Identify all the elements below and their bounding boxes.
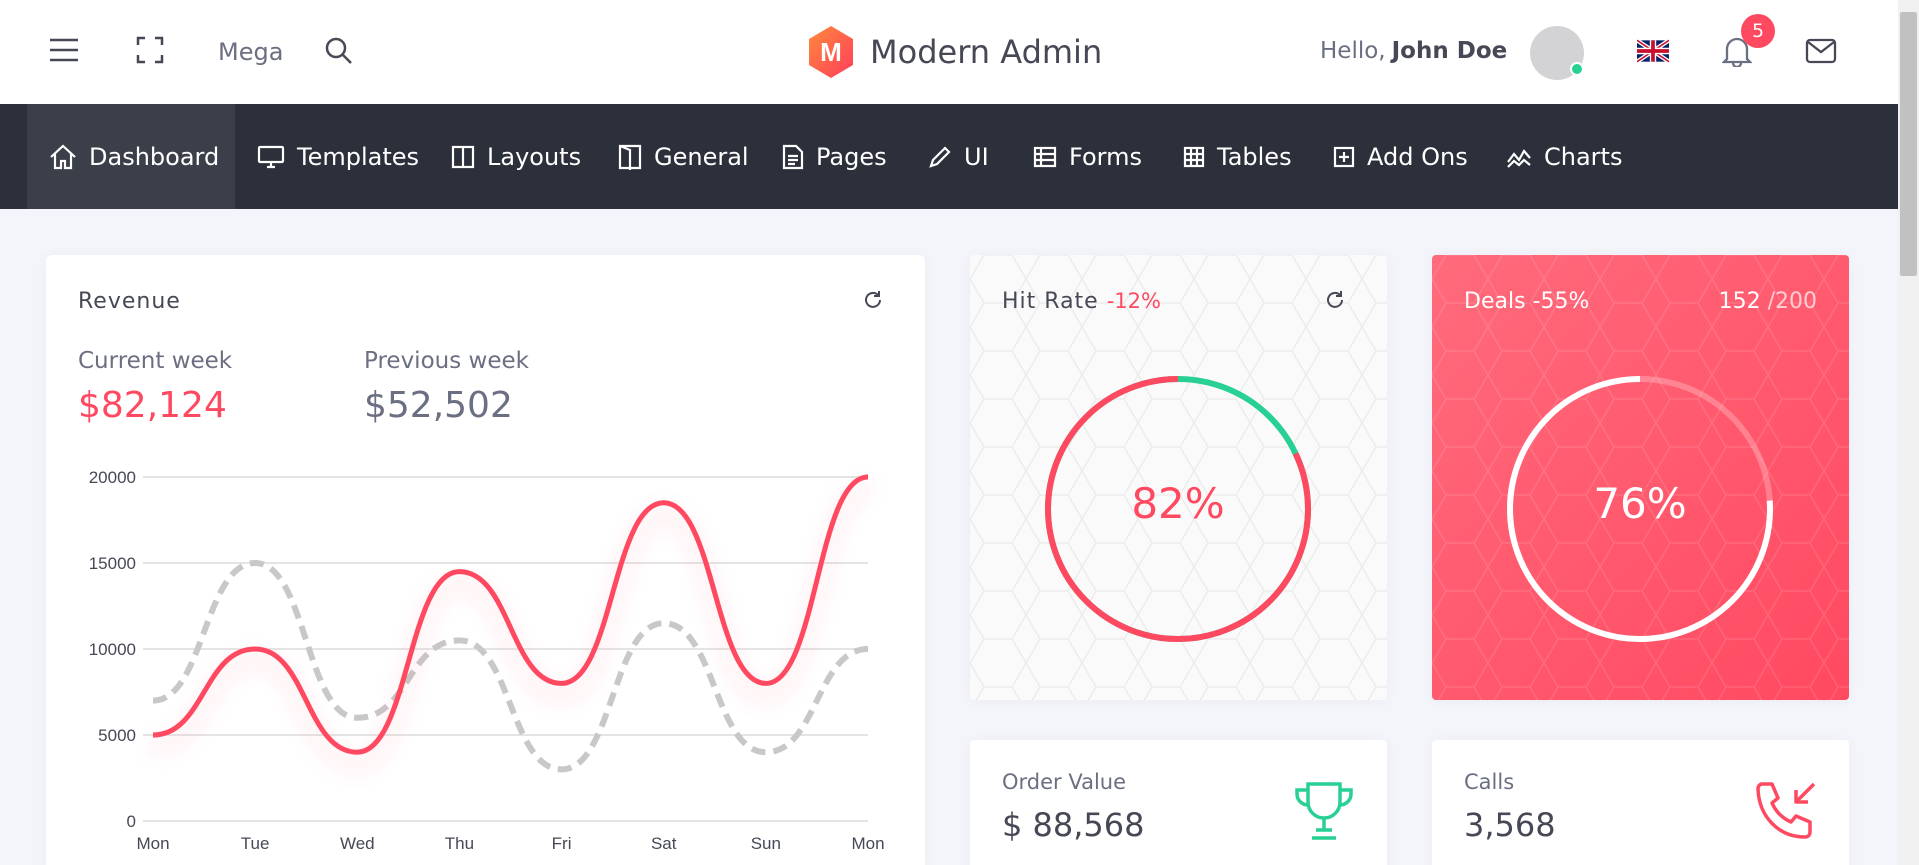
plus-square-icon xyxy=(1333,146,1355,167)
hit-rate-card: Hit Rate -12% 82% xyxy=(970,255,1387,700)
hit-rate-gauge xyxy=(1045,376,1311,642)
nav-item-dashboard[interactable]: Dashboard xyxy=(27,104,235,209)
calls-label: Calls xyxy=(1464,770,1515,794)
nav-item-layouts[interactable]: Layouts xyxy=(451,104,581,209)
deals-title: Deals -55% xyxy=(1464,289,1590,314)
mega-menu-link[interactable]: Mega xyxy=(218,38,284,66)
revenue-title: Revenue xyxy=(78,289,181,314)
deals-gauge xyxy=(1507,376,1773,642)
current-week-value: $82,124 xyxy=(78,385,227,426)
hit-rate-percent: 82% xyxy=(1131,479,1225,528)
scrollbar-thumb[interactable] xyxy=(1900,12,1917,276)
nav-item-forms[interactable]: Forms xyxy=(1033,104,1142,209)
previous-week-label: Previous week xyxy=(364,348,529,374)
layout-icon xyxy=(451,145,475,168)
gauge-value-arc xyxy=(1045,376,1311,642)
order-value-label: Order Value xyxy=(1002,770,1127,794)
nav-item-ui[interactable]: UI xyxy=(928,104,989,209)
user-name[interactable]: John Doe xyxy=(1391,38,1508,64)
revenue-card: Revenue Current week $82,124 Previous we… xyxy=(46,255,925,865)
deals-percent: 76% xyxy=(1593,479,1687,528)
y-tick-label: 10000 xyxy=(89,640,136,659)
mail-icon[interactable] xyxy=(1804,36,1838,66)
uk-flag-icon[interactable] xyxy=(1636,38,1670,64)
previous-week-line xyxy=(152,559,869,773)
current-week-label: Current week xyxy=(78,348,233,374)
x-tick-label: Sat xyxy=(651,834,677,853)
brand-logo-icon: M xyxy=(809,26,853,78)
refresh-icon[interactable] xyxy=(862,289,884,315)
order-value-value: $ 88,568 xyxy=(1002,806,1145,844)
brand-name: Modern Admin xyxy=(870,33,1103,71)
search-icon[interactable] xyxy=(322,34,356,68)
x-tick-label: Sun xyxy=(751,834,781,853)
nav-item-templates[interactable]: Templates xyxy=(257,104,419,209)
y-tick-label: 5000 xyxy=(98,726,136,745)
hit-rate-change: -12% xyxy=(1106,289,1161,313)
calls-value: 3,568 xyxy=(1464,806,1556,844)
brand[interactable]: M Modern Admin xyxy=(806,24,1102,80)
nav-item-charts[interactable]: Charts xyxy=(1506,104,1622,209)
grid-icon xyxy=(1183,146,1205,167)
svg-text:M: M xyxy=(820,37,842,67)
x-tick-label: Mon xyxy=(136,834,169,853)
x-tick-label: Wed xyxy=(340,834,375,853)
form-icon xyxy=(1033,146,1057,167)
hexagon-pattern xyxy=(970,255,1387,700)
bell-icon[interactable] xyxy=(1720,34,1754,68)
refresh-icon[interactable] xyxy=(1324,289,1346,315)
calls-card: Calls 3,568 xyxy=(1432,740,1849,865)
order-value-card: Order Value $ 88,568 xyxy=(970,740,1387,865)
main-navigation: Dashboard Templates Layouts General Page… xyxy=(0,104,1898,209)
gauge-value-arc xyxy=(1507,376,1773,642)
x-tick-label: Mon xyxy=(851,834,884,853)
trophy-icon xyxy=(1292,780,1356,846)
current-week-line xyxy=(152,474,869,755)
x-tick-label: Fri xyxy=(552,834,572,853)
y-tick-label: 15000 xyxy=(89,554,136,573)
menu-icon[interactable] xyxy=(48,36,80,64)
hit-rate-title: Hit Rate -12% xyxy=(1002,289,1161,314)
y-tick-label: 0 xyxy=(127,812,136,831)
user-greeting[interactable]: Hello, John Doe xyxy=(1320,38,1508,64)
monitor-icon xyxy=(257,145,285,168)
y-tick-label: 20000 xyxy=(89,468,136,487)
x-tick-label: Tue xyxy=(241,834,270,853)
notification-badge: 5 xyxy=(1741,14,1775,48)
nav-item-tables[interactable]: Tables xyxy=(1183,104,1292,209)
document-icon xyxy=(782,144,804,169)
deals-card: Deals -55% 152 /200 76% xyxy=(1432,255,1849,700)
deals-count: 152 /200 xyxy=(1718,289,1817,314)
chart-line-icon xyxy=(1507,148,1531,168)
door-icon xyxy=(618,144,642,170)
previous-week-value: $52,502 xyxy=(364,385,513,426)
incoming-call-icon xyxy=(1752,780,1818,848)
fullscreen-icon[interactable] xyxy=(134,34,166,66)
x-tick-label: Thu xyxy=(445,834,474,853)
top-header: Mega M Modern Admin Hello, John Doe 5 xyxy=(0,0,1898,104)
online-status-dot xyxy=(1570,62,1584,76)
nav-item-add-ons[interactable]: Add Ons xyxy=(1333,104,1468,209)
nav-item-pages[interactable]: Pages xyxy=(782,104,887,209)
pencil-icon xyxy=(929,145,951,168)
nav-item-general[interactable]: General xyxy=(618,104,749,209)
home-icon xyxy=(50,144,76,169)
hexagon-pattern xyxy=(1432,255,1849,700)
